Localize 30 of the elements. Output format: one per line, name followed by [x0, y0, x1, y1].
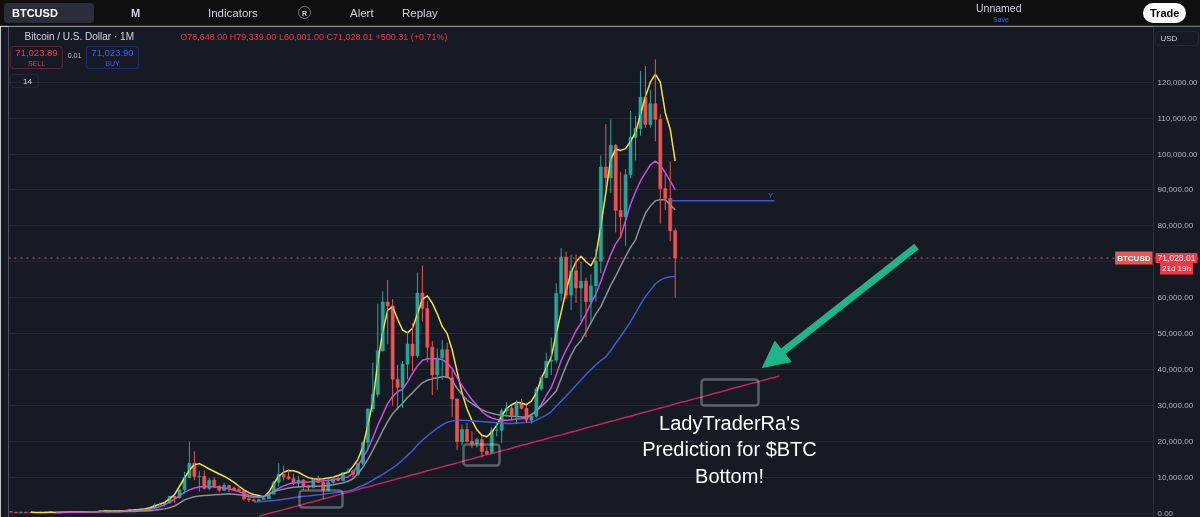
y-tick-label: 50,000.00: [1157, 329, 1194, 339]
chart-title: Bitcoin / U.S. Dollar · 1M: [24, 31, 134, 42]
text: USD: [1160, 34, 1178, 43]
text: 21d 19h: [1162, 263, 1191, 273]
ref-line-label: BTCUSD: [1117, 253, 1151, 263]
y-tick-label: 60,000.00: [1157, 293, 1194, 303]
text: Indicators: [208, 6, 258, 21]
y-tick-label: 110,000.00: [1157, 113, 1198, 123]
text: Alert: [350, 6, 374, 21]
text: O78,648.00 H79,339.00 L60,001.00 C71,028.01 +500.31 (+0.71%): [180, 31, 448, 42]
text: Unnamed: [976, 2, 1022, 15]
annotation: 14: [23, 76, 33, 86]
text: Trade: [1143, 3, 1187, 23]
y-tick-label: 30,000.00: [1157, 400, 1194, 410]
text: Replay: [402, 6, 438, 21]
y-tick-label: 10,000.00: [1157, 472, 1194, 482]
annotation: LadyTraderRa's Prediction for $BTC Bottom!: [642, 412, 817, 487]
y-tick-label: 80,000.00: [1157, 221, 1194, 231]
y-tick-label: 0.00: [1157, 508, 1174, 517]
annotation: 71,023.90: [91, 46, 134, 58]
series-label: Y: [767, 190, 774, 200]
text: BTCUSD: [4, 3, 94, 23]
y-tick-label: 40,000.00: [1157, 365, 1194, 375]
y-tick-label: 120,000.00: [1157, 77, 1199, 87]
y-tick-label: 90,000.00: [1157, 185, 1194, 195]
y-tick-label: 100,000.00: [1157, 149, 1199, 159]
annotation: 71,023.89: [15, 46, 58, 58]
annotation: 71,028.01: [1157, 253, 1196, 264]
y-tick-label: 20,000.00: [1157, 436, 1194, 446]
text: M: [131, 6, 141, 21]
